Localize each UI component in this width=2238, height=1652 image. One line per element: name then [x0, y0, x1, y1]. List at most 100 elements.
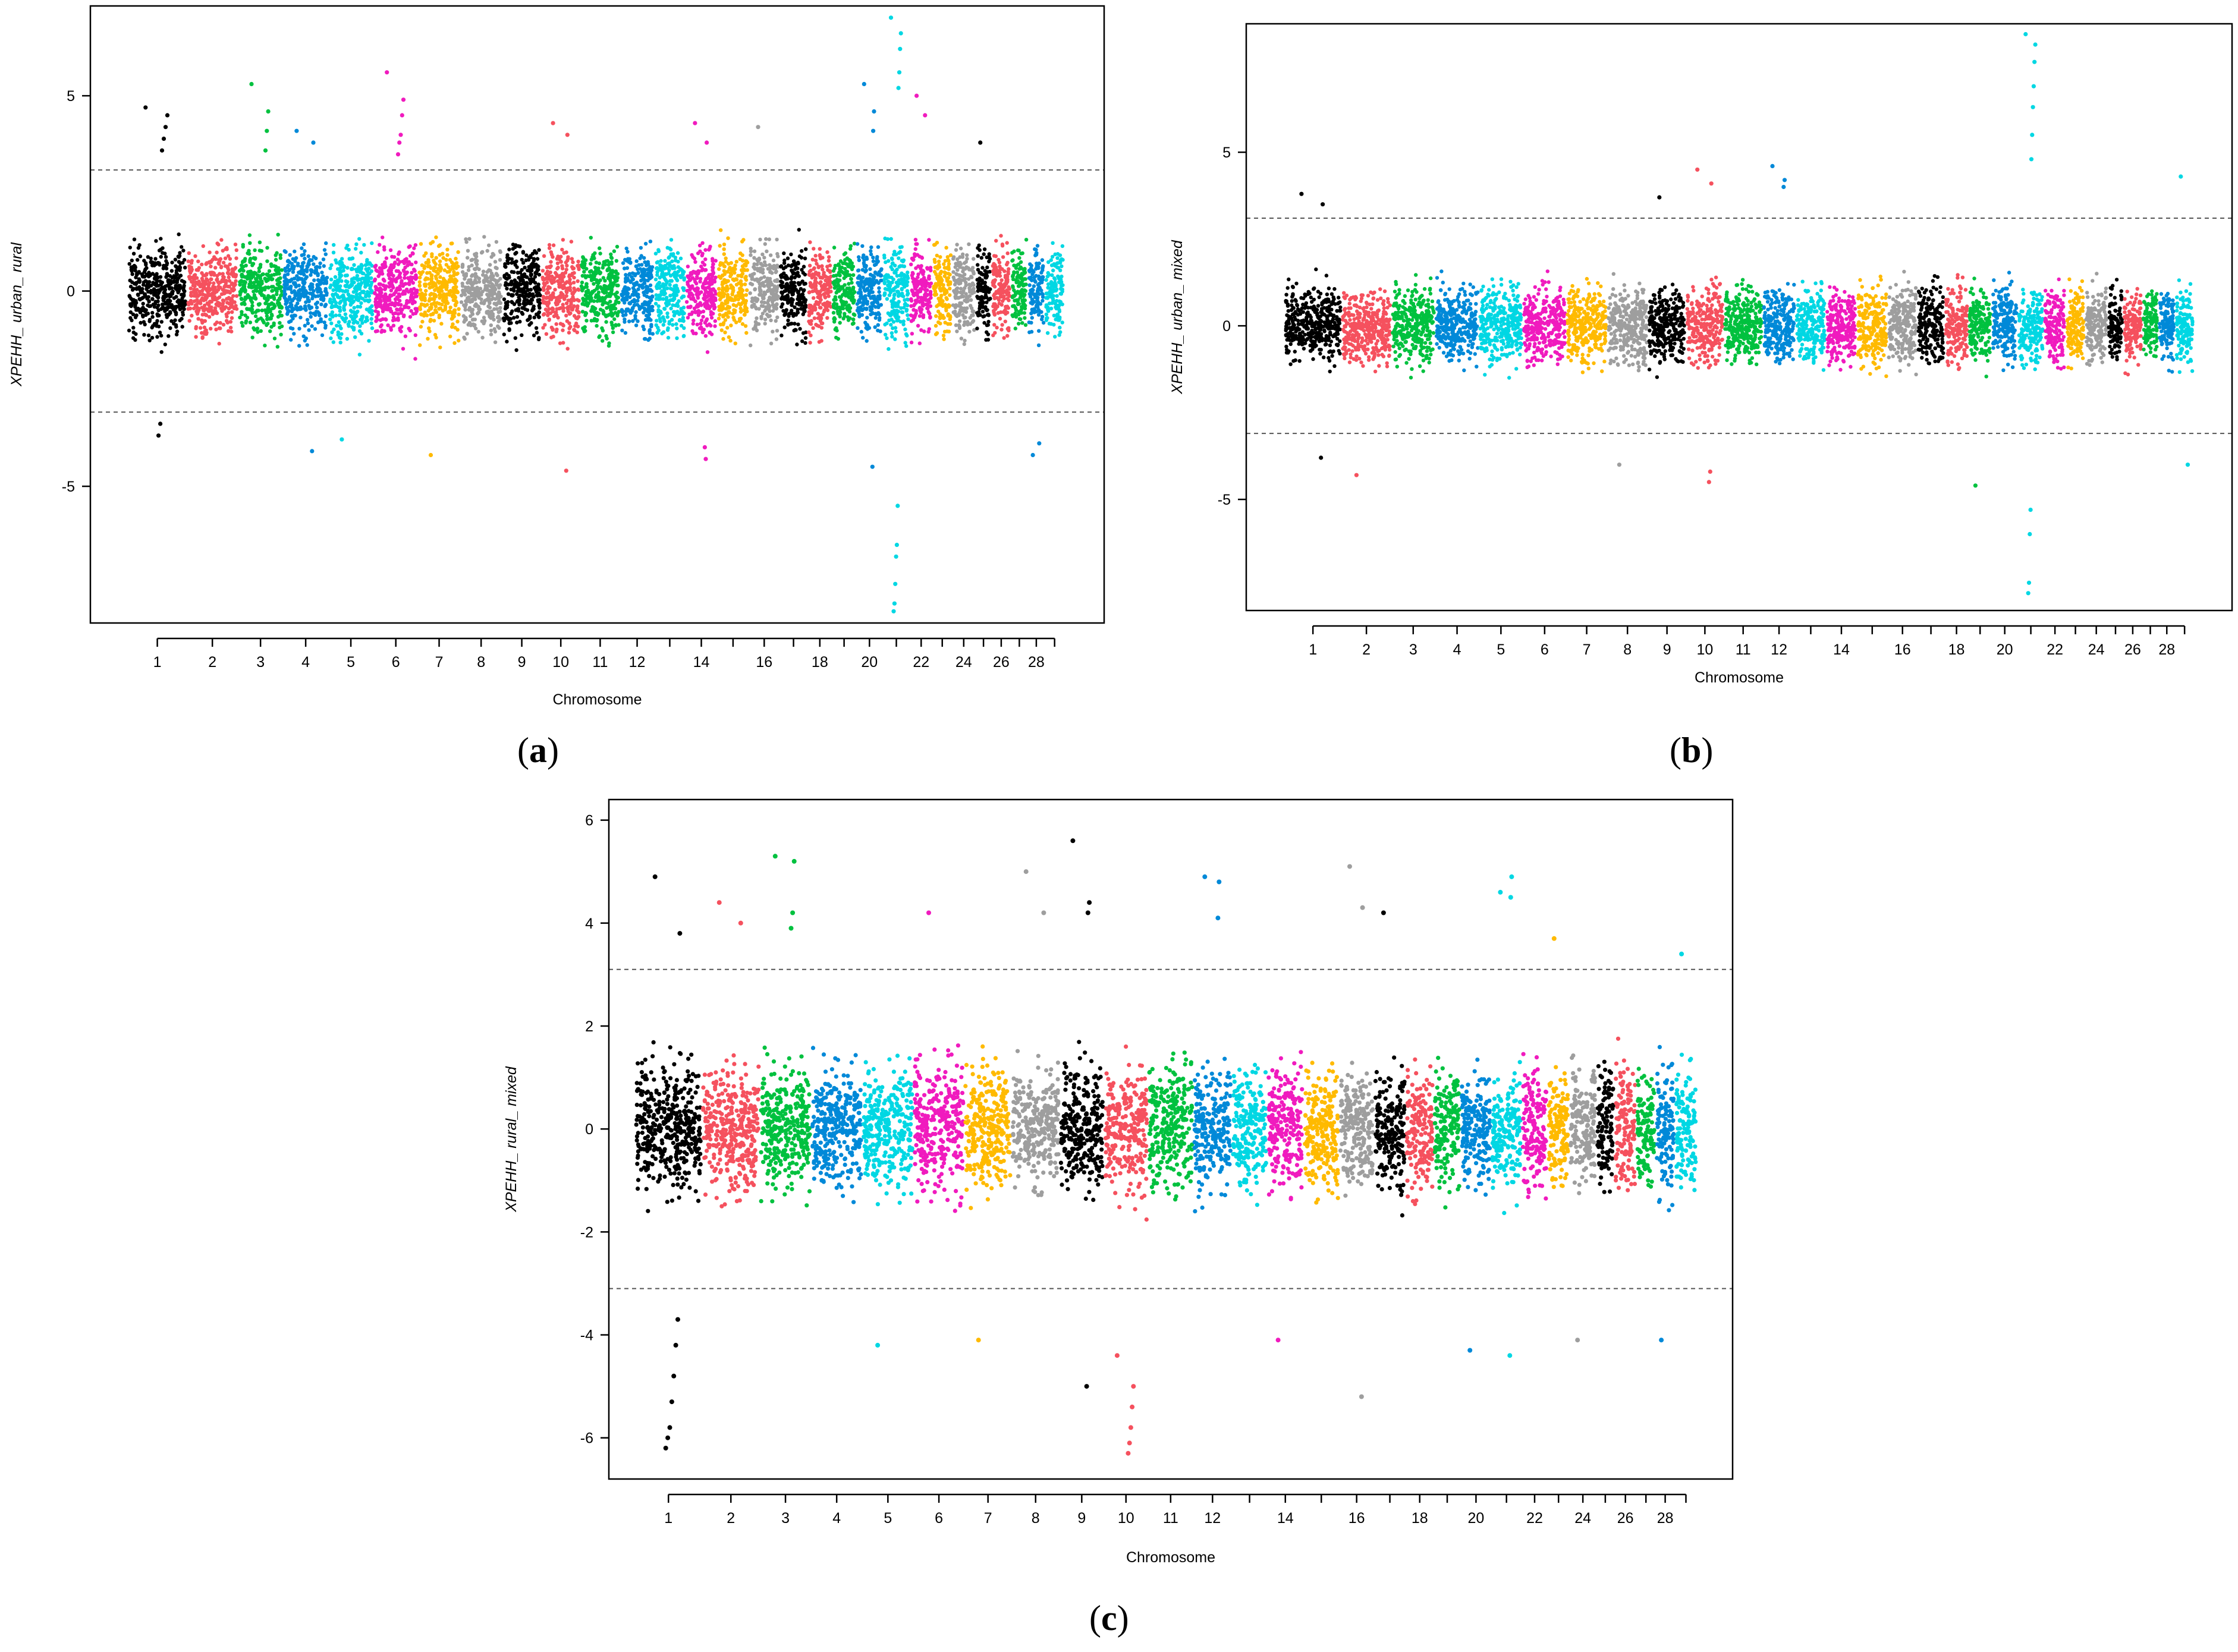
snp-point — [535, 288, 539, 292]
snp-point — [729, 261, 734, 265]
snp-point — [293, 249, 297, 254]
snp-point — [786, 299, 790, 303]
snp-point — [183, 299, 187, 303]
snp-point — [172, 322, 176, 326]
snp-point — [282, 279, 287, 284]
snp-point — [477, 267, 481, 272]
snp-point — [331, 288, 335, 292]
snp-point — [813, 303, 818, 307]
snp-point — [425, 271, 429, 275]
snp-point — [796, 273, 800, 277]
snp-point — [279, 332, 283, 336]
snp-point — [180, 306, 185, 310]
snp-point — [758, 290, 763, 294]
snp-point — [540, 269, 545, 273]
snp-point — [132, 237, 137, 241]
snp-point — [144, 284, 149, 288]
snp-point — [561, 322, 565, 327]
snp-point — [545, 281, 549, 285]
snp-point — [582, 270, 586, 274]
snp-point — [771, 258, 776, 263]
snp-point — [709, 300, 713, 304]
snp-point — [432, 260, 436, 265]
chromosome-16-points — [748, 237, 781, 348]
snp-point — [670, 259, 674, 263]
snp-point — [340, 273, 344, 278]
snp-point — [761, 281, 765, 285]
snp-point — [641, 285, 645, 290]
snp-point — [310, 324, 314, 328]
snp-point — [203, 273, 208, 278]
snp-point — [609, 255, 614, 260]
snp-point — [345, 289, 350, 293]
snp-point — [665, 328, 670, 332]
snp-point — [390, 254, 394, 259]
snp-point — [334, 301, 338, 305]
snp-point — [555, 328, 559, 332]
snp-point — [721, 336, 725, 341]
snp-point — [628, 260, 633, 265]
snp-point — [350, 279, 354, 284]
snp-point — [445, 253, 450, 257]
snp-point — [274, 253, 278, 257]
snp-point — [343, 273, 348, 278]
snp-point — [413, 357, 417, 361]
snp-point — [620, 310, 624, 314]
snp-point — [516, 298, 520, 303]
snp-point — [646, 275, 651, 279]
snp-point — [147, 317, 152, 322]
snp-point — [740, 253, 744, 257]
snp-point — [646, 267, 651, 271]
snp-point — [381, 263, 385, 267]
snp-point — [608, 260, 612, 265]
snp-point — [596, 294, 601, 298]
snp-point — [803, 281, 807, 286]
snp-point — [719, 328, 724, 332]
snp-point — [213, 311, 218, 315]
snp-point — [317, 286, 321, 290]
snp-point — [234, 256, 238, 260]
snp-point — [359, 301, 363, 306]
snp-point — [571, 292, 575, 296]
snp-point — [448, 257, 452, 262]
snp-point — [334, 260, 339, 265]
snp-point — [428, 319, 432, 323]
snp-point — [656, 249, 661, 253]
snp-point — [763, 317, 768, 322]
snp-point — [391, 278, 395, 282]
snp-point — [423, 278, 428, 282]
snp-point — [494, 266, 498, 270]
snp-point — [785, 256, 790, 260]
snp-point — [260, 309, 264, 313]
snp-point — [328, 317, 332, 322]
snp-point — [128, 310, 133, 314]
snp-point — [382, 245, 386, 249]
snp-point — [313, 327, 318, 331]
snp-point — [489, 290, 493, 294]
snp-point — [551, 328, 555, 332]
snp-point — [515, 314, 520, 319]
snp-point — [769, 318, 773, 323]
snp-point — [217, 326, 222, 331]
snp-point — [257, 240, 262, 244]
snp-point — [711, 268, 715, 272]
snp-point — [561, 306, 566, 310]
snp-point — [360, 321, 364, 325]
snp-point — [485, 276, 490, 281]
snp-point — [606, 313, 610, 317]
snp-point — [276, 314, 281, 319]
snp-point — [800, 249, 804, 253]
snp-point — [700, 260, 705, 265]
snp-point — [705, 323, 709, 328]
snp-point — [224, 289, 228, 293]
snp-point — [560, 264, 564, 268]
snp-point — [293, 281, 297, 285]
snp-point — [564, 289, 568, 293]
snp-point — [674, 303, 678, 307]
snp-point — [228, 291, 232, 295]
snp-point — [406, 281, 411, 286]
snp-point — [788, 322, 793, 326]
snp-point — [362, 290, 366, 294]
snp-point — [692, 306, 697, 310]
snp-point — [725, 326, 730, 330]
